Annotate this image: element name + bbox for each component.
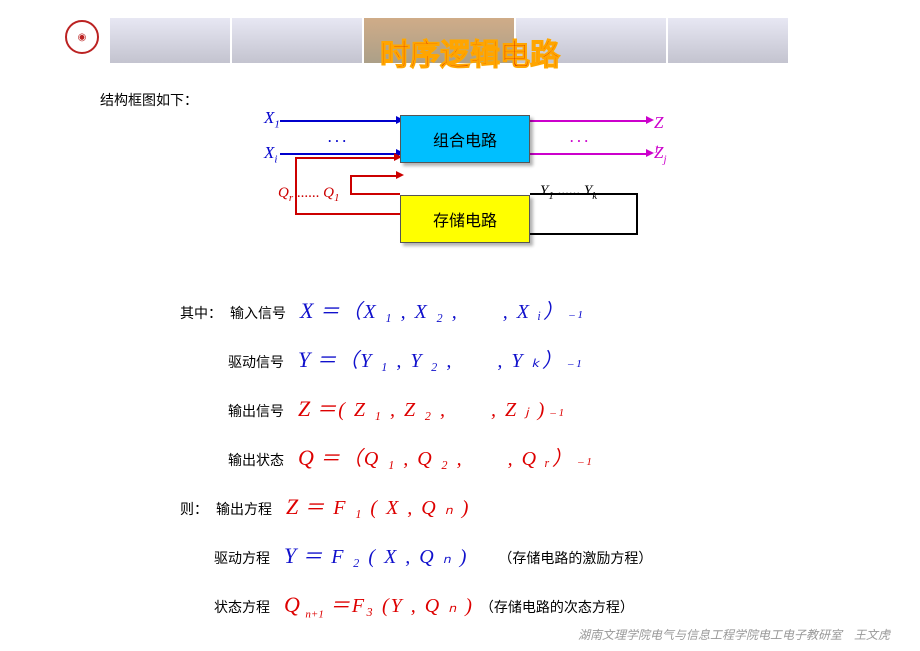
eq-body: ＝( Z ₁ , Z ₂ , , Z ⱼ ) xyxy=(316,393,546,422)
lbl-q: Qr ...... Q1 xyxy=(278,185,339,204)
banner-photo xyxy=(110,18,230,63)
lbl-zj: Zj xyxy=(654,143,667,165)
eq-tail: – 1 xyxy=(568,358,582,370)
eq-label: 输入信号 xyxy=(230,303,286,323)
eq-label: 输出状态 xyxy=(228,450,284,470)
eq-sym: Q n+1 xyxy=(284,592,324,620)
line-fb-h1 xyxy=(350,193,400,195)
block-diagram: 组合电路 存储电路 X1 Xi ... Z 1 Zj ... Qr ......… xyxy=(250,105,670,265)
block-storage: 存储电路 xyxy=(400,195,530,243)
eq-state: 状态方程 Q n+1 ＝F₃ (Y , Q ₙ ) （存储电路的次态方程） xyxy=(214,589,740,620)
eq-note: （存储电路的次态方程） xyxy=(480,597,634,617)
eq-label: 输出方程 xyxy=(216,499,272,519)
lbl-x1: X1 xyxy=(264,108,280,130)
eq-tail: – 1 xyxy=(550,407,564,419)
eq-label: 输出信号 xyxy=(228,401,284,421)
eq-sym: Q xyxy=(298,445,314,471)
eq-label: 驱动信号 xyxy=(228,352,284,372)
line-x1 xyxy=(280,120,400,122)
eq-label: 状态方程 xyxy=(214,597,270,617)
eq-sym: Z xyxy=(298,396,310,422)
lbl-xi: Xi xyxy=(264,143,277,165)
eq-body: ＝（X ₁ , X ₂ , , X ᵢ） xyxy=(319,295,565,324)
eq-sym: Y xyxy=(284,543,296,569)
eq-body: ＝ F ₂ ( X , Q ₙ ) xyxy=(302,540,468,569)
dots-z: ... xyxy=(570,127,592,147)
lbl-y: Y1 ...... Yk xyxy=(540,183,597,202)
line-fb-h3 xyxy=(295,213,400,215)
eq-body: ＝ F ₁ ( X , Q ₙ ) xyxy=(304,491,470,520)
eq-note: （存储电路的激励方程） xyxy=(498,548,652,568)
eq-label: 驱动方程 xyxy=(214,548,270,568)
dots-x: ... xyxy=(328,127,350,147)
line-fb-h2 xyxy=(350,175,400,177)
line-fb-h4 xyxy=(295,157,398,159)
footer-credit: 湖南文理学院电气与信息工程学院电工电子教研室 王文虎 xyxy=(578,626,890,643)
banner-photo xyxy=(232,18,362,63)
eq-body: ＝（Q ₁ , Q ₂ , , Q ᵣ） xyxy=(320,442,574,471)
where-label: 其中： xyxy=(180,303,222,323)
eq-group-1: 其中： 输入信号 X ＝（X ₁ , X ₂ , , X ᵢ） – 1 驱动信号… xyxy=(180,295,740,471)
equations: 其中： 输入信号 X ＝（X ₁ , X ₂ , , X ᵢ） – 1 驱动信号… xyxy=(180,295,740,640)
eq-x: 其中： 输入信号 X ＝（X ₁ , X ₂ , , X ᵢ） – 1 xyxy=(180,295,740,324)
eq-group-2: 则： 输出方程 Z ＝ F ₁ ( X , Q ₙ ) 驱动方程 Y ＝ F ₂… xyxy=(180,491,740,620)
eq-q: 输出状态 Q ＝（Q ₁ , Q ₂ , , Q ᵣ） – 1 xyxy=(228,442,740,471)
eq-drive: 驱动方程 Y ＝ F ₂ ( X , Q ₙ ) （存储电路的激励方程） xyxy=(214,540,740,569)
line-zj xyxy=(530,153,650,155)
eq-sym: X xyxy=(300,298,313,324)
eq-body: ＝（Y ₁ , Y ₂ , , Y ₖ） xyxy=(316,344,564,373)
eq-sym: Z xyxy=(286,494,298,520)
then-label: 则： xyxy=(180,499,208,519)
line-fb-v xyxy=(350,175,352,195)
line-xi xyxy=(280,153,400,155)
eq-tail: – 1 xyxy=(578,456,592,468)
eq-y: 驱动信号 Y ＝（Y ₁ , Y ₂ , , Y ₖ） – 1 xyxy=(228,344,740,373)
eq-tail: – 1 xyxy=(569,309,583,321)
eq-body: ＝F₃ (Y , Q ₙ ) xyxy=(330,589,474,618)
line-z1 xyxy=(530,120,650,122)
line-cs-v xyxy=(636,193,638,235)
header-banner: ◉ 时序逻辑电路 xyxy=(0,0,920,70)
eq-out: 则： 输出方程 Z ＝ F ₁ ( X , Q ₙ ) xyxy=(180,491,740,520)
block-combinational: 组合电路 xyxy=(400,115,530,163)
section-heading: 结构框图如下： xyxy=(100,90,198,110)
line-cs-h2 xyxy=(530,233,638,235)
slide-title: 时序逻辑电路 xyxy=(380,30,560,74)
eq-z: 输出信号 Z ＝( Z ₁ , Z ₂ , , Z ⱼ ) – 1 xyxy=(228,393,740,422)
school-logo: ◉ xyxy=(65,20,99,54)
banner-photo xyxy=(668,18,788,63)
eq-sym: Y xyxy=(298,347,310,373)
